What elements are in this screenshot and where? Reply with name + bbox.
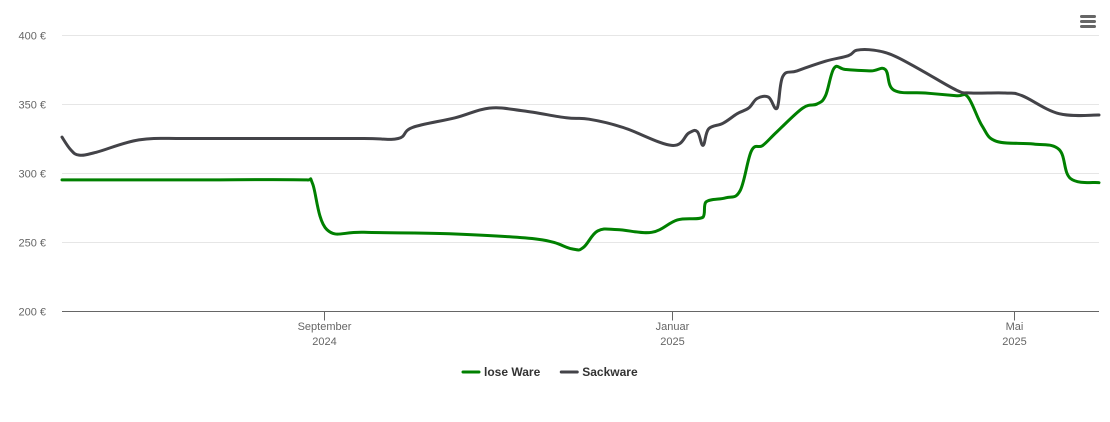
legend-label: lose Ware [484,365,541,379]
hamburger-menu-icon [1080,15,1096,28]
series-line-lose-ware[interactable] [60,64,1101,252]
legend-item-sackware[interactable]: Sackware [559,365,638,379]
grid-lines [62,35,1099,243]
y-tick-label-400: 400 € [18,31,46,43]
y-tick-label-300: 300 € [18,169,46,181]
x-tick-month-2025-05-01: Mai [1006,321,1024,333]
y-tick-label-250: 250 € [18,238,46,250]
y-tick-label-350: 350 € [18,100,46,112]
x-tick-year-2025-05-01: 2025 [1002,336,1026,348]
y-tick-label-200: 200 € [18,307,46,319]
legend-label: Sackware [582,365,638,379]
x-tick-month-2024-09-01: September [298,321,352,333]
legend-item-lose-ware[interactable]: lose Ware [461,365,541,379]
series-lines [60,47,1101,252]
x-tick-year-2024-09-01: 2024 [312,336,336,348]
legend: lose Ware Sackware [461,365,638,379]
x-tick-year-2025-01-01: 2025 [660,336,684,348]
chart-menu-button[interactable] [1074,8,1102,34]
axes: 200 € 250 € 300 € 350 € 400 € September 2024 Ja… [18,31,1099,348]
x-tick-month-2025-01-01: Januar [656,321,690,333]
series-line-sackware[interactable] [60,47,1101,157]
